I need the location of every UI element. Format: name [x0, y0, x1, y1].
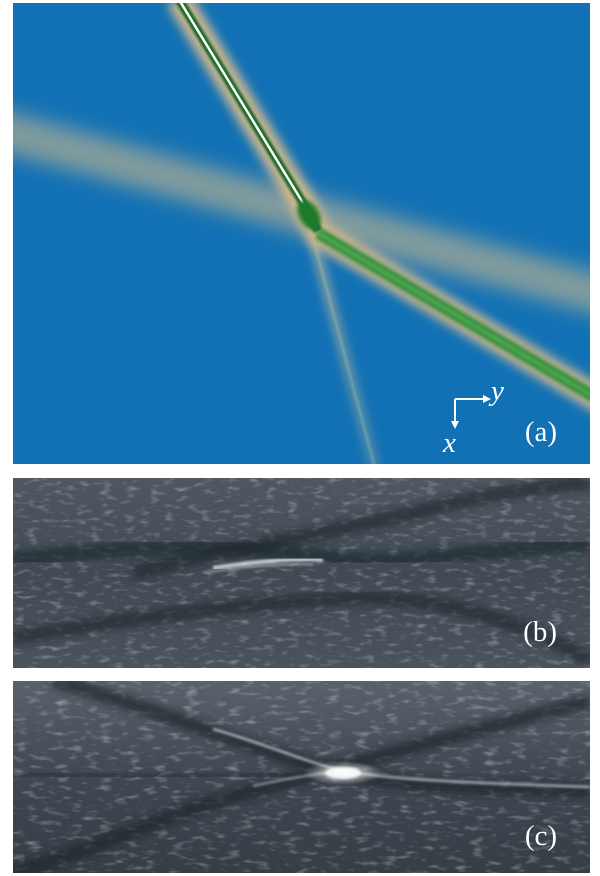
water-photo-c: (c) — [13, 681, 590, 873]
simulation-panel: y x (a) — [13, 3, 590, 464]
x-axis-label: x — [443, 427, 456, 459]
panel-a-label: (a) — [524, 416, 557, 448]
axes-arrows-icon — [451, 395, 491, 429]
crossing-waves-photo-c — [13, 681, 590, 873]
y-axis-label: y — [491, 375, 504, 407]
panel-c-label: (c) — [524, 820, 557, 852]
wave-simulation-image — [13, 3, 590, 464]
panel-b-label: (b) — [523, 616, 557, 648]
water-photo-b: (b) — [13, 478, 590, 668]
crossing-waves-photo-b — [13, 478, 590, 668]
